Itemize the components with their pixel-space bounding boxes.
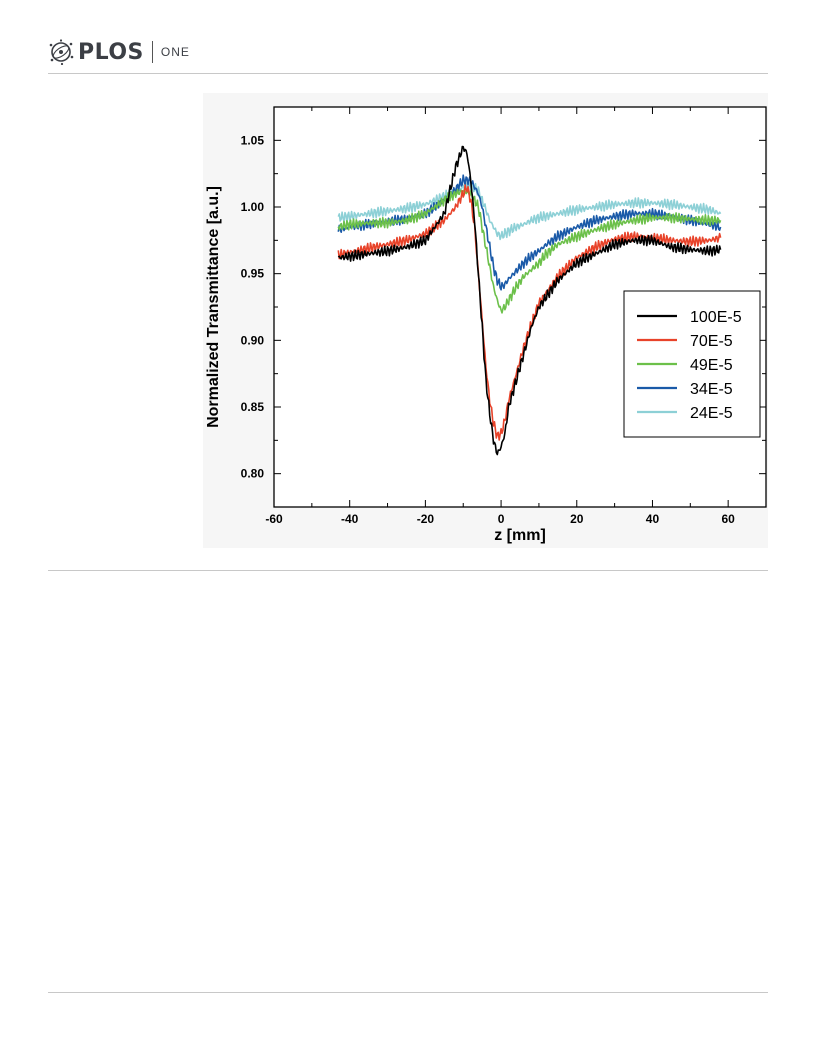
plos-logo-icon bbox=[49, 39, 74, 65]
x-tick-label: 20 bbox=[570, 512, 584, 526]
series-line-49E-5 bbox=[337, 188, 722, 314]
x-tick-label: 60 bbox=[721, 512, 735, 526]
x-tick-label: -40 bbox=[341, 512, 359, 526]
y-tick-label: 1.00 bbox=[241, 200, 265, 214]
x-tick-label: 40 bbox=[646, 512, 660, 526]
header-rule bbox=[48, 73, 768, 74]
legend-label: 24E-5 bbox=[690, 405, 733, 422]
journal-name: ONE bbox=[160, 45, 190, 59]
legend-label: 100E-5 bbox=[690, 309, 742, 326]
y-tick-label: 1.05 bbox=[241, 133, 265, 147]
x-tick-label: 0 bbox=[498, 512, 505, 526]
figure-panel: -60 -40 -20 0 20 40 60 0.80 0.85 0.90 0.95 1.00 1.05… bbox=[203, 93, 768, 548]
y-tick-label: 0.90 bbox=[241, 333, 265, 347]
footer-rule bbox=[48, 992, 768, 993]
x-axis-label: z [mm] bbox=[494, 527, 546, 544]
figure-rule bbox=[48, 570, 768, 571]
transmittance-chart: -60 -40 -20 0 20 40 60 0.80 0.85 0.90 0.95 1.00 1.05… bbox=[205, 106, 767, 544]
journal-header: PLOS ONE bbox=[48, 34, 190, 70]
brand-name: PLOS bbox=[78, 39, 144, 65]
y-tick-label: 0.85 bbox=[241, 400, 265, 414]
series-line-24E-5 bbox=[337, 181, 722, 241]
y-tick-label: 0.80 bbox=[241, 467, 265, 481]
y-axis-label: Normalized Transmittance [a.u.] bbox=[205, 186, 222, 428]
x-tick-label: -20 bbox=[417, 512, 435, 526]
x-tick-label: -60 bbox=[265, 512, 283, 526]
series-line-100E-5 bbox=[337, 145, 722, 456]
legend-label: 49E-5 bbox=[690, 357, 733, 374]
brand-separator bbox=[151, 41, 153, 63]
legend-label: 34E-5 bbox=[690, 381, 733, 398]
legend-label: 70E-5 bbox=[690, 333, 733, 350]
y-tick-label: 0.95 bbox=[241, 267, 265, 281]
